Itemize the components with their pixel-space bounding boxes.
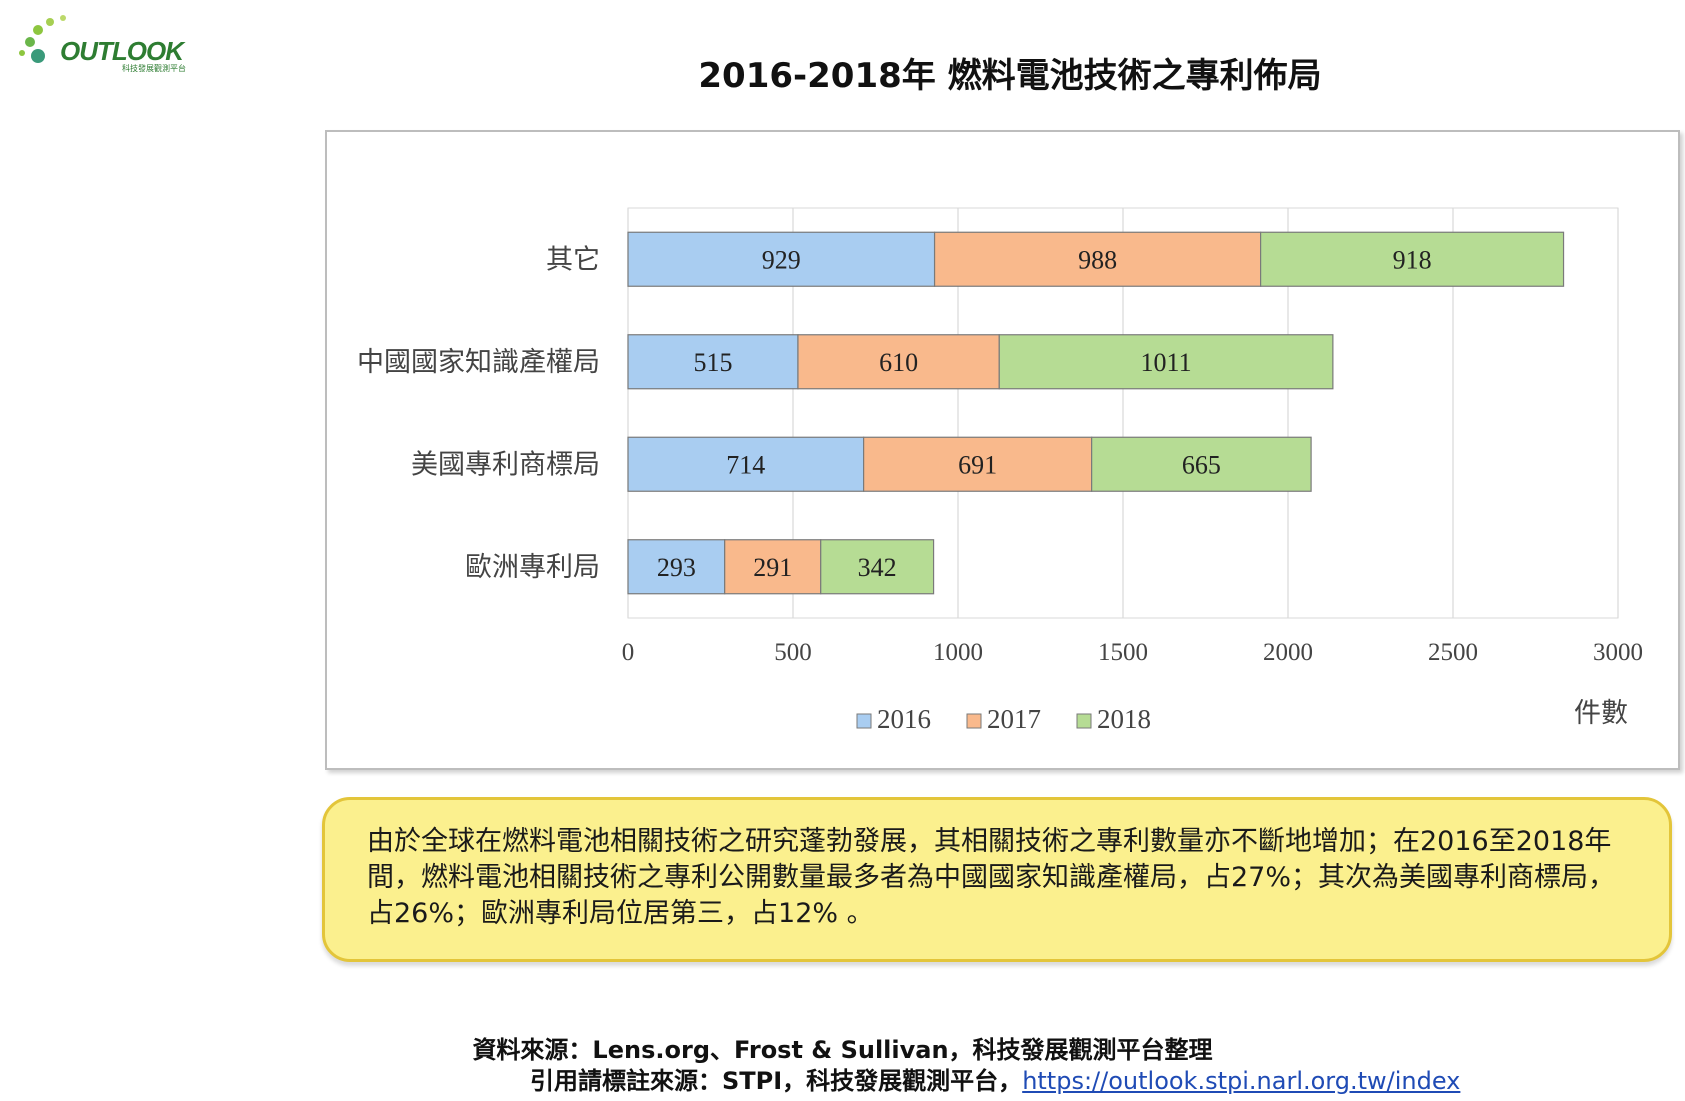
legend-swatch	[856, 713, 872, 729]
stacked-bar-chart: 0 500 1000 1500 2000 2500 3000 其它 929 988 918 中國國家知…	[357, 207, 1643, 734]
data-label: 515	[693, 348, 732, 377]
bar-segment	[1260, 231, 1565, 287]
data-label: 988	[1078, 245, 1117, 274]
data-label: 918	[1393, 245, 1432, 274]
bar-segment	[797, 334, 1000, 390]
x-tick-label: 2000	[1263, 639, 1313, 666]
data-label: 342	[858, 553, 897, 582]
data-label: 691	[958, 450, 997, 479]
bar-segment	[627, 436, 865, 492]
bar-segment	[1091, 436, 1312, 492]
category-label: 歐洲專利局	[465, 552, 600, 583]
outlook-logo: OUTLOOK 科技發展觀測平台	[16, 10, 196, 73]
legend-label: 2018	[1097, 704, 1151, 734]
x-tick-label: 2500	[1428, 639, 1478, 666]
page-title: 2016-2018年 燃料電池技術之專利佈局	[698, 56, 1322, 96]
data-label: 929	[762, 245, 801, 274]
bar-segment	[627, 231, 936, 287]
legend-swatch	[1076, 713, 1092, 729]
bar-segment	[820, 539, 935, 595]
legend-swatch	[966, 713, 982, 729]
data-label: 293	[657, 553, 696, 582]
data-label: 1011	[1141, 348, 1192, 377]
summary-text: 由於全球在燃料電池相關技術之研究蓬勃發展，其相關技術之專利數量亦不斷地增加；在2…	[367, 826, 1616, 929]
data-label: 665	[1182, 450, 1221, 479]
category-label: 其它	[546, 244, 600, 275]
x-axis-label: 件數	[1574, 698, 1628, 729]
data-label: 714	[726, 450, 765, 479]
bar-segment	[627, 539, 726, 595]
bar-segment	[933, 231, 1262, 287]
footer-citation: 引用請標註來源：STPI，科技發展觀測平台，https://outlook.st…	[530, 1061, 1460, 1096]
chart-panel: 0 500 1000 1500 2000 2500 3000 其它 929 988 918 中國國家知…	[325, 130, 1680, 770]
category-label: 中國國家知識產權局	[357, 347, 600, 378]
citation-link[interactable]: https://outlook.stpi.narl.org.tw/index	[1022, 1067, 1461, 1095]
legend-label: 2017	[987, 704, 1041, 734]
x-tick-label: 0	[622, 639, 635, 666]
summary-box: 由於全球在燃料電池相關技術之研究蓬勃發展，其相關技術之專利數量亦不斷地增加；在2…	[322, 797, 1672, 962]
bar-segment	[863, 436, 1093, 492]
data-label: 610	[879, 348, 918, 377]
citation-prefix: 引用請標註來源：STPI，科技發展觀測平台，	[530, 1067, 1023, 1095]
x-tick-label: 3000	[1593, 639, 1643, 666]
legend-label: 2016	[877, 704, 931, 734]
logo-subtitle: 科技發展觀測平台	[122, 64, 186, 73]
x-tick-label: 1000	[933, 639, 983, 666]
logo-wordmark: OUTLOOK	[60, 36, 184, 66]
data-label: 291	[753, 553, 792, 582]
logo-dots-icon	[19, 15, 66, 63]
category-label: 美國專利商標局	[411, 449, 600, 480]
bar-segment	[998, 334, 1334, 390]
footer-source: 資料來源：Lens.org、Frost & Sullivan，科技發展觀測平台整…	[472, 1036, 1213, 1064]
x-tick-label: 1500	[1098, 639, 1148, 666]
x-tick-label: 500	[774, 639, 812, 666]
